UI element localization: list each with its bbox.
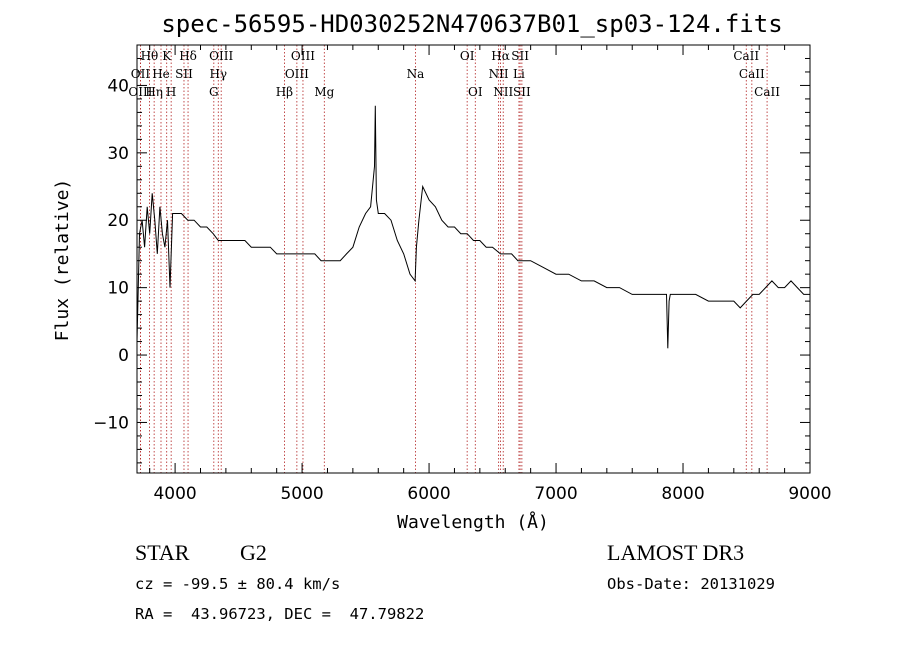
spectral-line-label: CaII	[739, 67, 765, 81]
y-tick-label: −10	[93, 413, 129, 433]
coordinates: RA = 43.96723, DEC = 47.79822	[135, 605, 425, 623]
y-tick-label: 40	[107, 76, 129, 96]
spectral-line-label: He	[152, 67, 170, 81]
spectral-line-label: OIII	[291, 49, 315, 63]
survey-name: LAMOST DR3	[607, 540, 745, 565]
spectral-line-label: CaII	[733, 49, 759, 63]
spectral-line-label: SII	[511, 49, 529, 63]
plot-frame	[136, 44, 811, 474]
y-tick-label: 30	[107, 144, 129, 164]
y-tick-label: 20	[107, 211, 129, 231]
spectral-line-label: Hβ	[276, 85, 293, 99]
object-subclass: G2	[240, 540, 267, 565]
x-tick-label: 8000	[661, 484, 704, 504]
spectral-line-label: Mg	[314, 85, 334, 99]
spectral-line-label: OIII	[128, 85, 152, 99]
spectral-line-label: Hγ	[209, 67, 227, 81]
spectral-line-label: G	[209, 85, 219, 99]
spectral-line-label: OII	[131, 67, 151, 81]
x-tick-label: 5000	[280, 484, 323, 504]
y-tick-label: 0	[118, 346, 129, 366]
spectral-line-label: SII	[513, 85, 531, 99]
x-axis-label: Wavelength (Å)	[397, 511, 549, 533]
spectral-line-label: Hα	[491, 49, 510, 63]
spectrum-series-line	[136, 105, 810, 349]
x-tick-label: 4000	[153, 484, 196, 504]
y-axis-ticks: −10 0 10 20 30 40	[93, 44, 810, 464]
spectral-line-label: NII	[493, 85, 513, 99]
x-tick-label: 6000	[407, 484, 450, 504]
spectral-line-label: OI	[468, 85, 483, 99]
spectral-line-label: Na	[407, 67, 425, 81]
x-axis-ticks: 4000 5000 6000 7000 8000 9000	[149, 45, 832, 504]
x-tick-label: 7000	[534, 484, 577, 504]
spectral-line-label: Hδ	[179, 49, 197, 63]
y-tick-label: 10	[107, 279, 129, 299]
spectral-line-label: Hη	[145, 85, 163, 99]
y-axis-label: Flux (relative)	[52, 179, 73, 342]
x-tick-label: 9000	[788, 484, 831, 504]
object-class: STAR	[135, 540, 190, 565]
spectrum-chart: spec-56595-HD030252N470637B01_sp03-124.f…	[52, 10, 832, 533]
obs-date: Obs-Date: 20131029	[607, 575, 775, 593]
spectral-line-label: SII	[175, 67, 193, 81]
spectral-line-label: CaII	[754, 85, 780, 99]
spectral-line-label: OIII	[209, 49, 233, 63]
spectral-line-label: OI	[460, 49, 475, 63]
spectral-line-label: K	[162, 49, 172, 63]
spectral-line-label: NII	[489, 67, 509, 81]
redshift-value: cz = -99.5 ± 80.4 km/s	[135, 575, 341, 593]
spectral-line-markers	[140, 45, 768, 473]
spectral-line-label: OIII	[285, 67, 309, 81]
spectral-line-label: H	[166, 85, 176, 99]
chart-title: spec-56595-HD030252N470637B01_sp03-124.f…	[161, 10, 782, 38]
spectral-line-label: Hθ	[141, 49, 159, 63]
spectral-line-label: Li	[513, 67, 525, 81]
